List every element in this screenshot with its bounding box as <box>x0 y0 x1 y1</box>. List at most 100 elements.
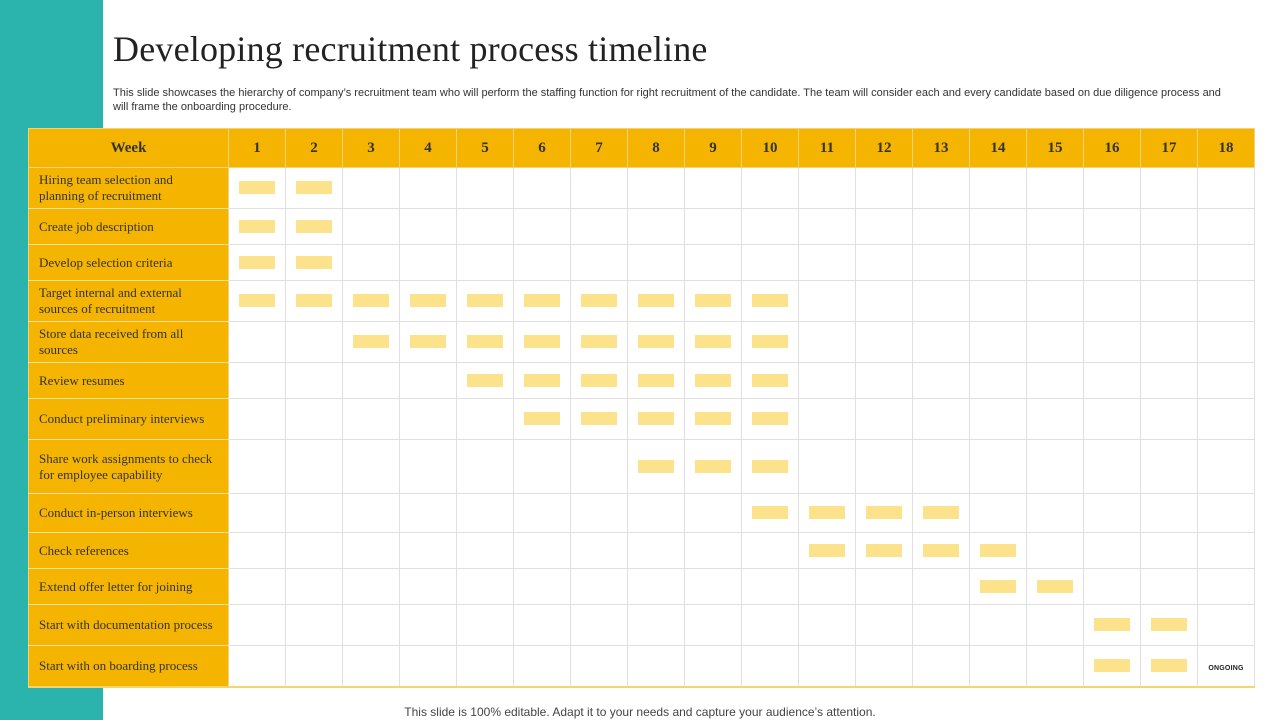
week-cell <box>798 439 856 494</box>
week-cell <box>399 208 457 245</box>
week-cell <box>1026 604 1084 646</box>
week-cell <box>1197 167 1255 209</box>
week-cell <box>912 398 970 440</box>
task-label: Conduct in-person interviews <box>28 493 229 533</box>
timeline-bar <box>1037 579 1073 593</box>
timeline-bar <box>581 335 617 349</box>
timeline-bar <box>1151 618 1187 632</box>
week-cell <box>855 280 913 322</box>
timeline-bar <box>524 294 560 308</box>
week-cell <box>570 244 628 281</box>
timeline-bar <box>638 294 674 308</box>
week-cell <box>285 493 343 533</box>
week-cell <box>285 439 343 494</box>
timeline-bar <box>752 294 788 308</box>
week-cell <box>741 321 799 363</box>
footer-note: This slide is 100% editable. Adapt it to… <box>404 705 876 719</box>
task-label: Start with documentation process <box>28 604 229 646</box>
week-cell <box>456 244 514 281</box>
week-cell <box>456 321 514 363</box>
timeline-bar <box>752 373 788 387</box>
week-cell <box>285 568 343 605</box>
week-cell <box>627 280 685 322</box>
week-cell: ONGOING <box>1197 645 1255 688</box>
week-cell <box>342 439 400 494</box>
week-number-header: 4 <box>399 128 457 168</box>
week-number-header: 16 <box>1083 128 1141 168</box>
week-cell <box>342 244 400 281</box>
week-number-header: 9 <box>684 128 742 168</box>
timeline-bar <box>467 294 503 308</box>
week-cell <box>342 645 400 688</box>
week-cell <box>399 398 457 440</box>
week-cell <box>342 167 400 209</box>
task-row: Start with documentation process <box>28 604 1255 646</box>
week-cell <box>684 532 742 569</box>
week-cell <box>855 208 913 245</box>
week-cell <box>1026 280 1084 322</box>
week-cell <box>570 493 628 533</box>
week-cell <box>1026 645 1084 688</box>
timeline-bar <box>923 543 959 557</box>
week-header: Week <box>28 128 229 168</box>
week-cell <box>969 604 1027 646</box>
timeline-bar <box>695 335 731 349</box>
week-cell <box>1197 362 1255 399</box>
week-cell <box>627 398 685 440</box>
week-cell <box>513 208 571 245</box>
week-cell <box>741 604 799 646</box>
week-cell <box>513 532 571 569</box>
week-cell <box>912 439 970 494</box>
timeline-bar <box>296 219 332 233</box>
week-cell <box>285 362 343 399</box>
week-cell <box>684 208 742 245</box>
week-cell <box>1083 493 1141 533</box>
timeline-bar <box>980 543 1016 557</box>
week-cell <box>342 568 400 605</box>
week-number-header: 7 <box>570 128 628 168</box>
week-cell <box>627 167 685 209</box>
week-number-header: 12 <box>855 128 913 168</box>
week-cell <box>684 321 742 363</box>
task-label: Conduct preliminary interviews <box>28 398 229 440</box>
week-cell <box>228 321 286 363</box>
task-label: Store data received from all sources <box>28 321 229 363</box>
task-row: Review resumes <box>28 362 1255 399</box>
week-cell <box>228 244 286 281</box>
week-cell <box>855 244 913 281</box>
week-cell <box>1026 167 1084 209</box>
week-cell <box>912 244 970 281</box>
timeline-bar <box>980 579 1016 593</box>
week-cell <box>342 362 400 399</box>
week-cell <box>969 167 1027 209</box>
week-cell <box>513 321 571 363</box>
week-cell <box>1083 244 1141 281</box>
week-cell <box>513 167 571 209</box>
week-cell <box>1083 532 1141 569</box>
task-label: Start with on boarding process <box>28 645 229 688</box>
header-row: Week 1 2 3 4 5 6 7 8 9 10 11 12 13 14 15 16 17 18 <box>28 128 1255 168</box>
week-cell <box>855 398 913 440</box>
task-label: Check references <box>28 532 229 569</box>
timeline-bar <box>638 459 674 473</box>
week-number-header: 1 <box>228 128 286 168</box>
week-cell <box>228 493 286 533</box>
task-label: Develop selection criteria <box>28 244 229 281</box>
week-cell <box>627 244 685 281</box>
week-cell <box>228 398 286 440</box>
week-cell <box>627 493 685 533</box>
week-cell <box>1140 645 1198 688</box>
week-cell <box>855 532 913 569</box>
week-cell <box>1026 532 1084 569</box>
week-cell <box>627 208 685 245</box>
timeline-bar <box>695 459 731 473</box>
task-label: Review resumes <box>28 362 229 399</box>
week-cell <box>342 532 400 569</box>
timeline-bar <box>752 506 788 520</box>
week-cell <box>570 568 628 605</box>
week-cell <box>912 493 970 533</box>
week-cell <box>1083 208 1141 245</box>
week-cell <box>399 439 457 494</box>
timeline-bar <box>1094 659 1130 673</box>
week-cell <box>1140 208 1198 245</box>
